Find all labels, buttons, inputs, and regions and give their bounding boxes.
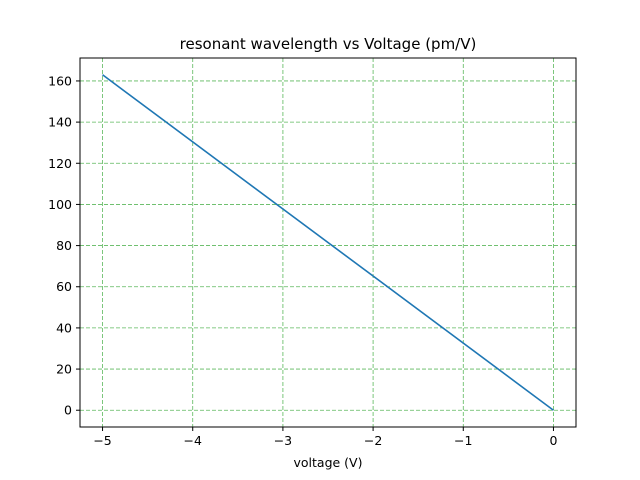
x-tick-label: −5 [93, 433, 111, 448]
x-tick-label: 0 [549, 433, 557, 448]
x-tick-label: −4 [184, 433, 202, 448]
x-axis: −5 −4 −3 −2 −1 0 [93, 427, 557, 448]
grid [80, 58, 576, 427]
y-axis: 0 20 40 60 80 100 120 140 160 [48, 73, 80, 418]
x-axis-label: voltage (V) [294, 455, 363, 470]
y-tick-label: 60 [56, 279, 72, 294]
y-tick-label: 20 [56, 362, 72, 377]
y-tick-label: 100 [48, 197, 72, 212]
x-tick-label: −1 [454, 433, 472, 448]
y-tick-label: 0 [64, 403, 72, 418]
plot-frame [79, 57, 577, 428]
x-tick-label: −3 [274, 433, 292, 448]
series-line-0 [102, 74, 554, 411]
y-tick-label: 120 [48, 156, 72, 171]
series-layer [102, 74, 554, 411]
y-tick-label: 80 [56, 238, 72, 253]
y-tick-label: 40 [56, 320, 72, 335]
x-tick-label: −2 [364, 433, 382, 448]
chart-title: resonant wavelength vs Voltage (pm/V) [180, 35, 477, 53]
y-tick-label: 160 [48, 73, 72, 88]
y-tick-label: 140 [48, 115, 72, 130]
